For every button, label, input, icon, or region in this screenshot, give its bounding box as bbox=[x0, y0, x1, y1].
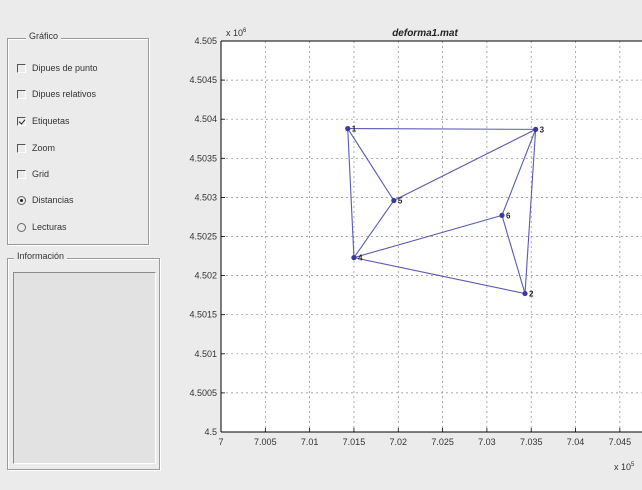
option-etiquetas[interactable]: Etiquetas bbox=[17, 114, 70, 128]
network-point bbox=[533, 126, 539, 132]
x-tick-label: 7.04 bbox=[567, 437, 585, 447]
y-tick-label: 4.5045 bbox=[189, 75, 217, 85]
point-layer: 1 2 3 4 5 6 bbox=[345, 125, 545, 299]
x-tick-label: 7 bbox=[218, 437, 223, 447]
x-tick-label: 7.03 bbox=[478, 437, 496, 447]
x-tick-label: 7.025 bbox=[431, 437, 454, 447]
radio-distancias[interactable] bbox=[17, 195, 26, 205]
network-edge bbox=[347, 128, 355, 258]
network-point bbox=[522, 290, 528, 297]
option-label: Lecturas bbox=[32, 222, 67, 232]
option-label: Distancias bbox=[32, 195, 74, 205]
checkbox-dipues-relativos[interactable] bbox=[17, 89, 26, 99]
checkbox-dipues-punto[interactable] bbox=[17, 63, 26, 73]
option-label: Dipues relativos bbox=[32, 89, 97, 99]
y-exponent-label: x 106 bbox=[226, 28, 247, 38]
checkbox-etiquetas[interactable] bbox=[17, 116, 26, 126]
point-label: 6 bbox=[506, 211, 511, 220]
network-point bbox=[499, 212, 505, 218]
network-edge bbox=[393, 128, 536, 202]
network-point bbox=[345, 125, 351, 132]
network-edge bbox=[501, 215, 526, 294]
chart-title: deforma1.mat bbox=[392, 28, 458, 39]
x-tick-label: 7.045 bbox=[609, 437, 632, 447]
y-tick-label: 4.505 bbox=[194, 36, 217, 46]
point-label: 4 bbox=[358, 254, 363, 263]
option-label: Grid bbox=[32, 169, 50, 179]
y-tick-label: 4.5 bbox=[204, 427, 217, 437]
option-distancias[interactable]: Distancias bbox=[17, 193, 74, 207]
network-point bbox=[351, 255, 357, 261]
checkbox-zoom[interactable] bbox=[17, 143, 26, 153]
x-tick-label: 7.015 bbox=[343, 437, 366, 447]
grid-layer bbox=[221, 40, 642, 432]
network-edge bbox=[353, 214, 503, 259]
option-lecturas[interactable]: Lecturas bbox=[17, 220, 67, 234]
informacion-group-title: Información bbox=[14, 251, 68, 261]
checkbox-grid[interactable] bbox=[17, 169, 26, 179]
y-tick-label: 4.504 bbox=[194, 114, 217, 124]
informacion-panel bbox=[13, 272, 156, 464]
y-tick-label: 4.5015 bbox=[189, 310, 217, 320]
x-exponent-label: x 105 bbox=[614, 462, 635, 472]
radio-lecturas[interactable] bbox=[17, 222, 26, 232]
option-dipues-punto[interactable]: Dipues de punto bbox=[17, 61, 98, 75]
option-label: Zoom bbox=[32, 143, 56, 153]
y-tick-label: 4.502 bbox=[194, 271, 217, 281]
grafico-group: Gráfico Dipues de punto Dipues relativos… bbox=[7, 31, 149, 245]
network-point bbox=[391, 197, 397, 204]
y-tick-label: 4.503 bbox=[194, 192, 217, 202]
point-label: 2 bbox=[529, 290, 534, 299]
network-edge bbox=[353, 200, 395, 258]
option-label: Etiquetas bbox=[32, 116, 70, 126]
edge-layer bbox=[347, 128, 537, 295]
option-dipues-relativos[interactable]: Dipues relativos bbox=[17, 87, 96, 101]
network-edge bbox=[524, 129, 537, 294]
y-tick-label: 4.5025 bbox=[189, 232, 217, 242]
option-label: Dipues de punto bbox=[32, 63, 98, 73]
point-label: 1 bbox=[352, 125, 357, 134]
informacion-group: Información bbox=[7, 251, 160, 470]
x-tick-label: 7.035 bbox=[520, 437, 543, 447]
y-tick-label: 4.5005 bbox=[189, 388, 217, 398]
option-zoom[interactable]: Zoom bbox=[17, 141, 55, 155]
network-edge bbox=[347, 128, 536, 130]
y-tick-label: 4.501 bbox=[194, 349, 217, 359]
point-label: 3 bbox=[540, 125, 545, 134]
x-tick-label: 7.02 bbox=[389, 437, 407, 447]
network-edge bbox=[347, 128, 395, 201]
x-tick-label: 7.005 bbox=[254, 437, 277, 447]
y-tick-label: 4.5035 bbox=[189, 153, 217, 163]
grafico-group-title: Gráfico bbox=[26, 31, 62, 41]
option-grid[interactable]: Grid bbox=[17, 167, 49, 181]
tick-layer: 7 7.005 7.01 7.015 7.02 7.025 7.03 7.035 7.04 7.0… bbox=[189, 36, 631, 447]
network-edge bbox=[353, 257, 526, 295]
x-tick-label: 7.01 bbox=[301, 437, 319, 447]
network-edge bbox=[501, 129, 537, 216]
point-label: 5 bbox=[398, 197, 403, 206]
